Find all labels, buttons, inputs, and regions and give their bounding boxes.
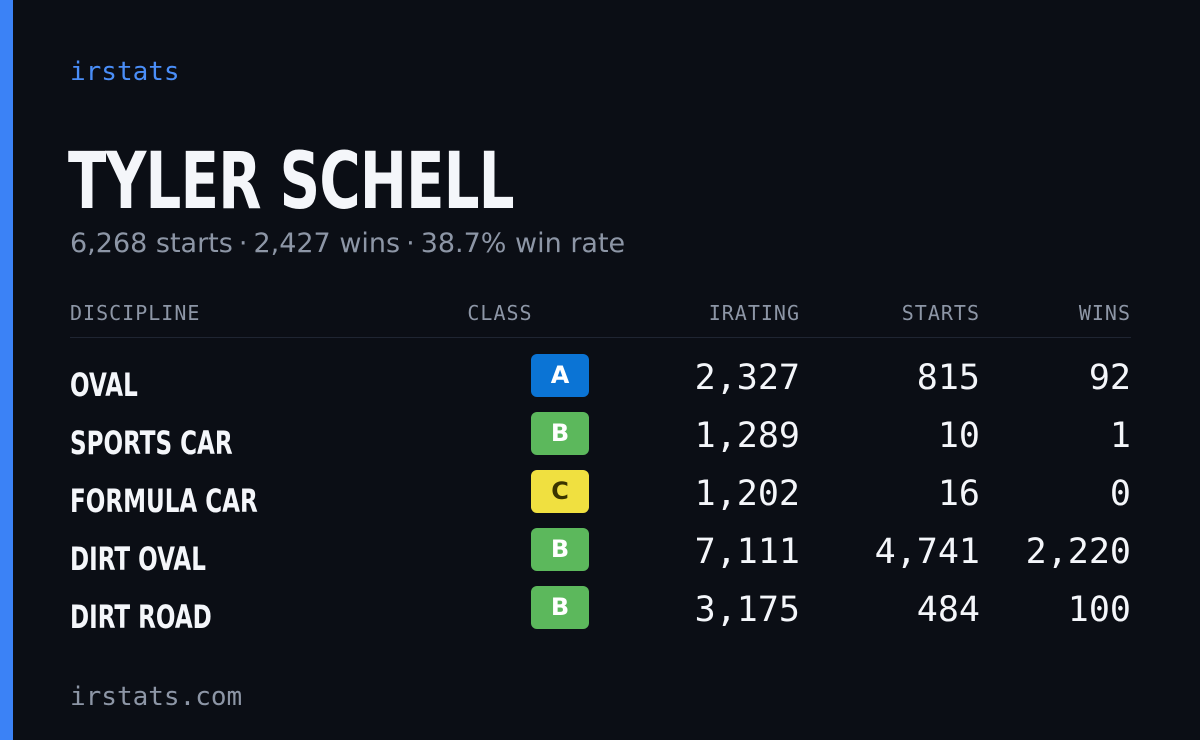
- starts-value: 4,741: [874, 532, 980, 572]
- starts-value: 16: [937, 474, 980, 514]
- accent-bar: [0, 0, 13, 740]
- wins-value: 0: [1109, 474, 1131, 514]
- win-rate-summary: 38.7% win rate: [420, 228, 626, 259]
- table-row: OVAL A 2,327 815 92: [70, 350, 1131, 408]
- discipline-name: DIRT ROAD: [70, 598, 212, 636]
- discipline-name: OVAL: [70, 366, 138, 404]
- irating-value: 1,202: [694, 474, 800, 514]
- discipline-name: FORMULA CAR: [70, 482, 258, 520]
- class-badge: B: [531, 412, 589, 455]
- wins-value: 100: [1067, 590, 1131, 630]
- wins-summary: 2,427 wins: [253, 228, 401, 259]
- table-row: DIRT ROAD B 3,175 484 100: [70, 582, 1131, 640]
- header-starts: STARTS: [901, 301, 980, 325]
- starts-value: 10: [937, 416, 980, 456]
- player-name: TYLER SCHELL: [68, 137, 515, 227]
- wins-value: 92: [1088, 358, 1131, 398]
- header-irating: IRATING: [708, 301, 800, 325]
- table-header: DISCIPLINE CLASS IRATING STARTS WINS: [70, 300, 1131, 338]
- class-badge: A: [531, 354, 589, 397]
- starts-summary: 6,268 starts: [70, 228, 233, 259]
- table-row: FORMULA CAR C 1,202 16 0: [70, 466, 1131, 524]
- irating-value: 2,327: [694, 358, 800, 398]
- footer-url[interactable]: irstats.com: [70, 682, 243, 712]
- wins-value: 1: [1109, 416, 1131, 456]
- header-discipline: DISCIPLINE: [70, 301, 201, 325]
- class-badge: C: [531, 470, 589, 513]
- header-wins: WINS: [1078, 301, 1131, 325]
- discipline-name: DIRT OVAL: [70, 540, 206, 578]
- brand-logo[interactable]: irstats: [70, 57, 180, 87]
- starts-value: 484: [916, 590, 980, 630]
- irating-value: 3,175: [694, 590, 800, 630]
- irating-value: 7,111: [694, 532, 800, 572]
- discipline-name: SPORTS CAR: [70, 424, 233, 462]
- discipline-table: OVAL A 2,327 815 92 SPORTS CAR B 1,289 1…: [70, 350, 1131, 640]
- table-row: DIRT OVAL B 7,111 4,741 2,220: [70, 524, 1131, 582]
- irating-value: 1,289: [694, 416, 800, 456]
- separator: ·: [238, 228, 248, 259]
- header-class: CLASS: [467, 301, 533, 325]
- table-row: SPORTS CAR B 1,289 10 1: [70, 408, 1131, 466]
- player-summary: 6,268 starts · 2,427 wins · 38.7% win rate: [70, 226, 625, 262]
- wins-value: 2,220: [1025, 532, 1131, 572]
- starts-value: 815: [916, 358, 980, 398]
- class-badge: B: [531, 586, 589, 629]
- separator: ·: [406, 228, 415, 259]
- class-badge: B: [531, 528, 589, 571]
